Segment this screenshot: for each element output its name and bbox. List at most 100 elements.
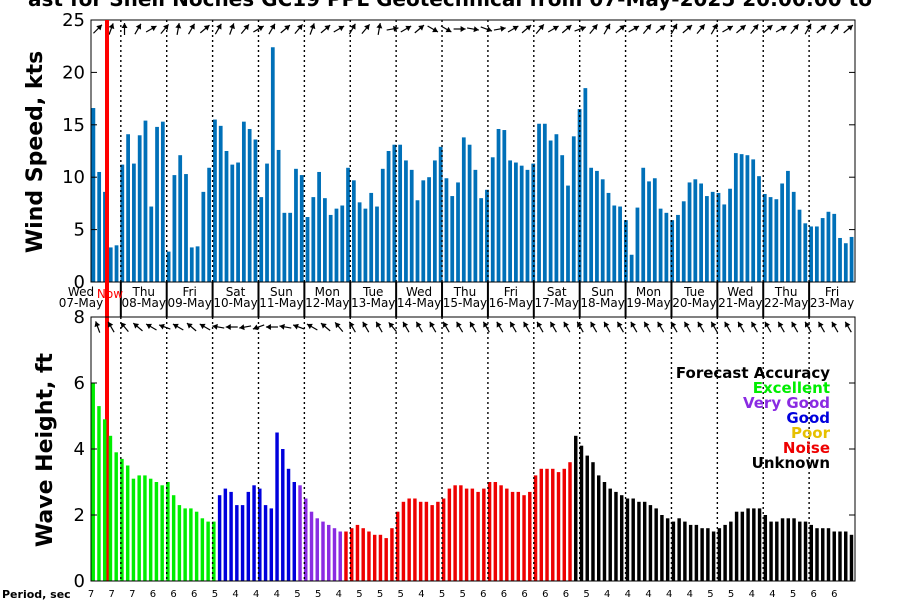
wave-ytick-label: 8: [74, 307, 85, 328]
arrow-head: [120, 322, 127, 329]
wind-bar: [774, 199, 779, 282]
wave-bar: [803, 521, 808, 581]
wave-bar: [309, 511, 314, 581]
wind-bar: [716, 192, 721, 282]
wind-bar: [722, 204, 727, 282]
wave-bar: [464, 488, 469, 581]
arrow-head: [536, 321, 543, 328]
arrow-head: [175, 23, 182, 29]
period-value: 6: [501, 589, 507, 600]
wave-bar: [390, 528, 394, 581]
wave-bar: [665, 518, 670, 581]
wave-bar: [763, 515, 768, 581]
direction-arrow: [158, 323, 171, 330]
wind-bar: [346, 167, 350, 282]
direction-arrow: [603, 321, 611, 333]
wave-bar: [648, 505, 653, 581]
wind-bar: [710, 191, 715, 282]
wind-bar: [288, 212, 293, 282]
arrow-head: [159, 323, 165, 330]
arrow-head: [563, 321, 569, 328]
wind-bar: [519, 165, 524, 282]
wave-bar: [505, 488, 509, 581]
direction-arrow: [375, 321, 383, 333]
wave-bar: [683, 521, 687, 581]
wave-bar: [711, 531, 716, 581]
direction-arrow: [279, 323, 292, 330]
arrow-head: [445, 26, 452, 33]
direction-arrow: [710, 23, 718, 35]
arrow-head: [727, 25, 733, 32]
legend-excellent: Excellent: [753, 379, 830, 397]
wind-bar: [525, 169, 530, 282]
wave-bar: [332, 528, 337, 581]
arrow-head: [186, 323, 193, 329]
wave-bar: [470, 488, 475, 581]
wind-bar: [207, 167, 212, 282]
direction-arrow: [376, 22, 383, 36]
wind-bar: [363, 208, 368, 282]
wind-bar: [733, 153, 738, 282]
direction-arrow: [628, 25, 640, 33]
wind-bar: [641, 167, 646, 282]
arrow-head: [279, 323, 285, 330]
direction-arrow: [496, 321, 504, 333]
wave-bar: [177, 505, 182, 581]
direction-arrow: [214, 23, 222, 35]
wind-bar: [265, 163, 269, 282]
arrow-head: [376, 321, 382, 328]
wave-bar: [378, 534, 383, 581]
wind-bar: [473, 169, 478, 282]
direction-arrow: [294, 24, 304, 34]
direction-arrow: [252, 324, 265, 331]
wind-bar: [184, 174, 188, 282]
wave-bar: [281, 449, 285, 581]
wave-bar: [160, 485, 164, 581]
wind-bar: [461, 137, 466, 282]
wave-bar: [384, 538, 388, 581]
direction-arrow: [414, 24, 425, 34]
direction-arrow: [334, 322, 344, 332]
arrow-head: [818, 321, 824, 328]
direction-arrow: [642, 24, 652, 34]
wave-ytick-label: 2: [74, 505, 85, 526]
wave-bar: [137, 475, 141, 581]
arrow-head: [751, 321, 757, 328]
wind-bar: [369, 192, 374, 282]
wave-ytick-label: 0: [74, 571, 85, 592]
direction-arrow: [844, 321, 852, 333]
wave-height-panel: 0 2 4 6 8 7 7 7 6 6 6 5 4 4 4 5 5 4 5 5 5 4 5 5 6 6 6 6 6 5 4 4 4 4 4 5 5 4 4 5…: [74, 307, 856, 600]
direction-arrow: [480, 26, 493, 33]
arrow-head: [671, 23, 678, 30]
arrow-head: [133, 323, 140, 329]
wave-bar: [235, 505, 239, 581]
arrow-head: [580, 25, 586, 32]
direction-arrow: [306, 323, 318, 331]
period-value: 5: [294, 589, 300, 600]
arrow-head: [199, 323, 206, 330]
wind-bar: [583, 88, 588, 283]
arrow-head: [630, 321, 636, 328]
wave-bar: [125, 465, 130, 581]
wind-bar: [189, 247, 194, 282]
direction-arrow: [603, 23, 611, 35]
direction-arrow: [466, 26, 480, 33]
wave-bar: [286, 468, 291, 581]
arrow-head: [108, 321, 114, 328]
wave-bar: [556, 472, 561, 581]
arrow-head: [239, 324, 245, 331]
wave-bar: [729, 521, 733, 581]
direction-arrow: [790, 24, 799, 34]
arrow-head: [443, 321, 449, 328]
wave-bar: [298, 485, 302, 581]
wind-bar: [392, 144, 397, 282]
arrow-head: [617, 321, 623, 328]
wind-bar: [681, 201, 686, 282]
arrow-head: [590, 321, 596, 328]
arrow-head: [500, 25, 506, 32]
wave-bar: [746, 508, 750, 581]
direction-arrow: [816, 24, 827, 34]
direction-arrow: [172, 323, 184, 331]
wind-bar: [91, 108, 96, 282]
wind-bar: [751, 159, 756, 282]
